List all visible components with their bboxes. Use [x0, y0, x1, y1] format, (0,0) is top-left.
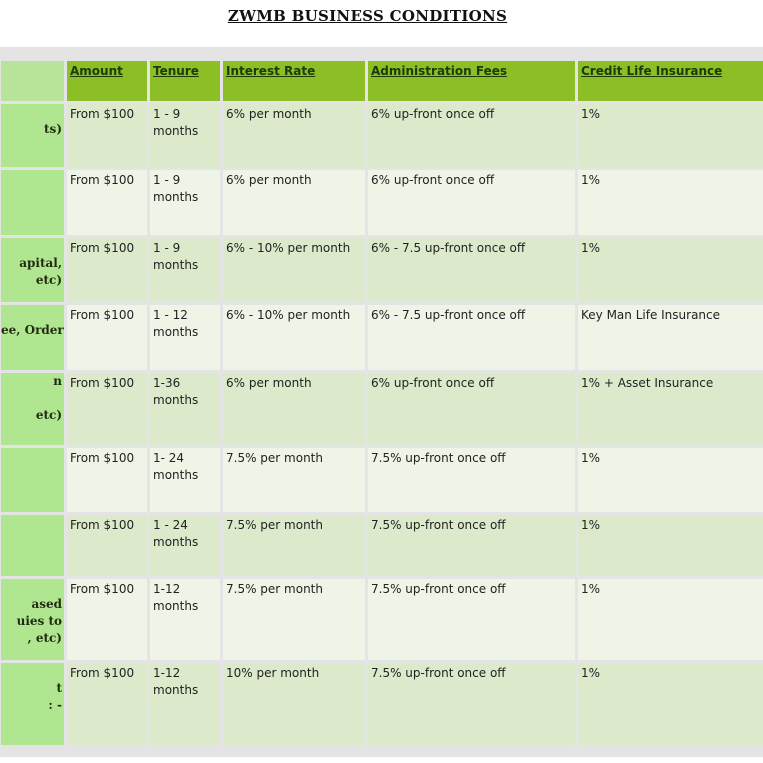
amount-cell: From $100 [67, 238, 147, 302]
tenure-cell: 1 - 9 months [150, 238, 220, 302]
product-label-fragment: ased [31, 597, 62, 611]
product-label-fragment: etc) [35, 408, 62, 422]
product-label-cell [1, 170, 64, 235]
column-header-administration-fees: Administration Fees [368, 61, 575, 101]
table-row: ased uies to, etc) From $100 1-12 months 7.5… [1, 579, 763, 660]
page-title: ZWMB BUSINESS CONDITIONS [227, 7, 508, 25]
tenure-cell: 1 - 12 months [150, 305, 220, 370]
tenure-cell: 1-36 months [150, 373, 220, 445]
table-header-row: Amount Tenure Interest Rate Administrati… [1, 61, 763, 101]
product-label-fragment: uies to [16, 614, 62, 628]
admin-cell: 6% up-front once off [368, 170, 575, 235]
product-label-fragment [1, 663, 62, 680]
interest-cell: 6% per month [223, 170, 365, 235]
admin-cell: 7.5% up-front once off [368, 663, 575, 745]
table-row: t : - From $100 1-12 months 10% per month 7.5… [1, 663, 763, 745]
table-row: From $100 1 - 9 months 6% per month 6% up-f… [1, 170, 763, 235]
insurance-cell: 1% [578, 104, 763, 167]
tenure-cell: 1-12 months [150, 579, 220, 660]
amount-cell: From $100 [67, 663, 147, 745]
admin-cell: 7.5% up-front once off [368, 579, 575, 660]
table-row: apital, etc) From $100 1 - 9 months 6% - 10%… [1, 238, 763, 302]
product-label-fragment: , etc) [27, 631, 62, 645]
tenure-cell: 1 - 24 months [150, 515, 220, 576]
product-label-fragment: : - [48, 698, 62, 712]
column-header-credit-life-insurance: Credit Life Insurance [578, 61, 763, 101]
product-label-cell: t : - [1, 663, 64, 745]
table-row: From $100 1- 24 months 7.5% per month 7.5% … [1, 448, 763, 512]
table-row: n etc) From $100 1-36 months 6% per month 6% … [1, 373, 763, 445]
insurance-cell: 1% [578, 579, 763, 660]
insurance-cell: Key Man Life Insurance [578, 305, 763, 370]
amount-cell: From $100 [67, 515, 147, 576]
table-row: ts) From $100 1 - 9 months 6% per month 6% u… [1, 104, 763, 167]
product-label-cell: ased uies to , etc) [1, 579, 64, 660]
amount-cell: From $100 [67, 104, 147, 167]
tenure-cell: 1-12 months [150, 663, 220, 745]
insurance-cell: 1% [578, 515, 763, 576]
product-label-cell: ts) [1, 104, 64, 167]
admin-cell: 6% up-front once off [368, 373, 575, 445]
column-header-amount: Amount [67, 61, 147, 101]
insurance-cell: 1% [578, 663, 763, 745]
tenure-cell: 1- 24 months [150, 448, 220, 512]
interest-cell: 6% per month [223, 104, 365, 167]
admin-cell: 7.5% up-front once off [368, 515, 575, 576]
product-label-cell [1, 448, 64, 512]
column-header-interest-rate: Interest Rate [223, 61, 365, 101]
amount-cell: From $100 [67, 305, 147, 370]
admin-cell: 6% up-front once off [368, 104, 575, 167]
insurance-cell: 1% [578, 238, 763, 302]
product-label-fragment: apital, [19, 256, 62, 270]
interest-cell: 7.5% per month [223, 579, 365, 660]
admin-cell: 7.5% up-front once off [368, 448, 575, 512]
product-label-fragment [1, 390, 62, 407]
product-label-fragment: n [53, 374, 62, 388]
insurance-cell: 1% [578, 448, 763, 512]
product-label-cell: apital, etc) [1, 238, 64, 302]
amount-cell: From $100 [67, 373, 147, 445]
insurance-cell: 1% + Asset Insurance [578, 373, 763, 445]
admin-cell: 6% - 7.5 up-front once off [368, 238, 575, 302]
product-label-fragment: ee, Order [1, 323, 64, 337]
table-row: From $100 1 - 24 months 7.5% per month 7.5%… [1, 515, 763, 576]
amount-cell: From $100 [67, 579, 147, 660]
product-label-fragment: t [56, 681, 62, 695]
interest-cell: 6% - 10% per month [223, 238, 365, 302]
interest-cell: 7.5% per month [223, 515, 365, 576]
column-header-tenure: Tenure [150, 61, 220, 101]
product-label-fragment: etc) [35, 273, 62, 287]
product-label-cell [1, 515, 64, 576]
tenure-cell: 1 - 9 months [150, 170, 220, 235]
product-label-cell: ee, Order [1, 305, 64, 370]
product-label-cell: n etc) [1, 373, 64, 445]
table-row: ee, Order From $100 1 - 12 months 6% - 10% … [1, 305, 763, 370]
product-label-fragment: ts) [44, 122, 62, 136]
business-conditions-table: Amount Tenure Interest Rate Administrati… [0, 58, 763, 748]
amount-cell: From $100 [67, 448, 147, 512]
amount-cell: From $100 [67, 170, 147, 235]
interest-cell: 6% per month [223, 373, 365, 445]
interest-cell: 10% per month [223, 663, 365, 745]
column-header-product [1, 61, 64, 101]
product-label-fragment [1, 238, 62, 255]
tenure-cell: 1 - 9 months [150, 104, 220, 167]
product-label-fragment [1, 305, 62, 322]
insurance-cell: 1% [578, 170, 763, 235]
admin-cell: 6% - 7.5 up-front once off [368, 305, 575, 370]
interest-cell: 6% - 10% per month [223, 305, 365, 370]
product-label-fragment [1, 579, 62, 596]
product-label-fragment [1, 104, 62, 121]
interest-cell: 7.5% per month [223, 448, 365, 512]
